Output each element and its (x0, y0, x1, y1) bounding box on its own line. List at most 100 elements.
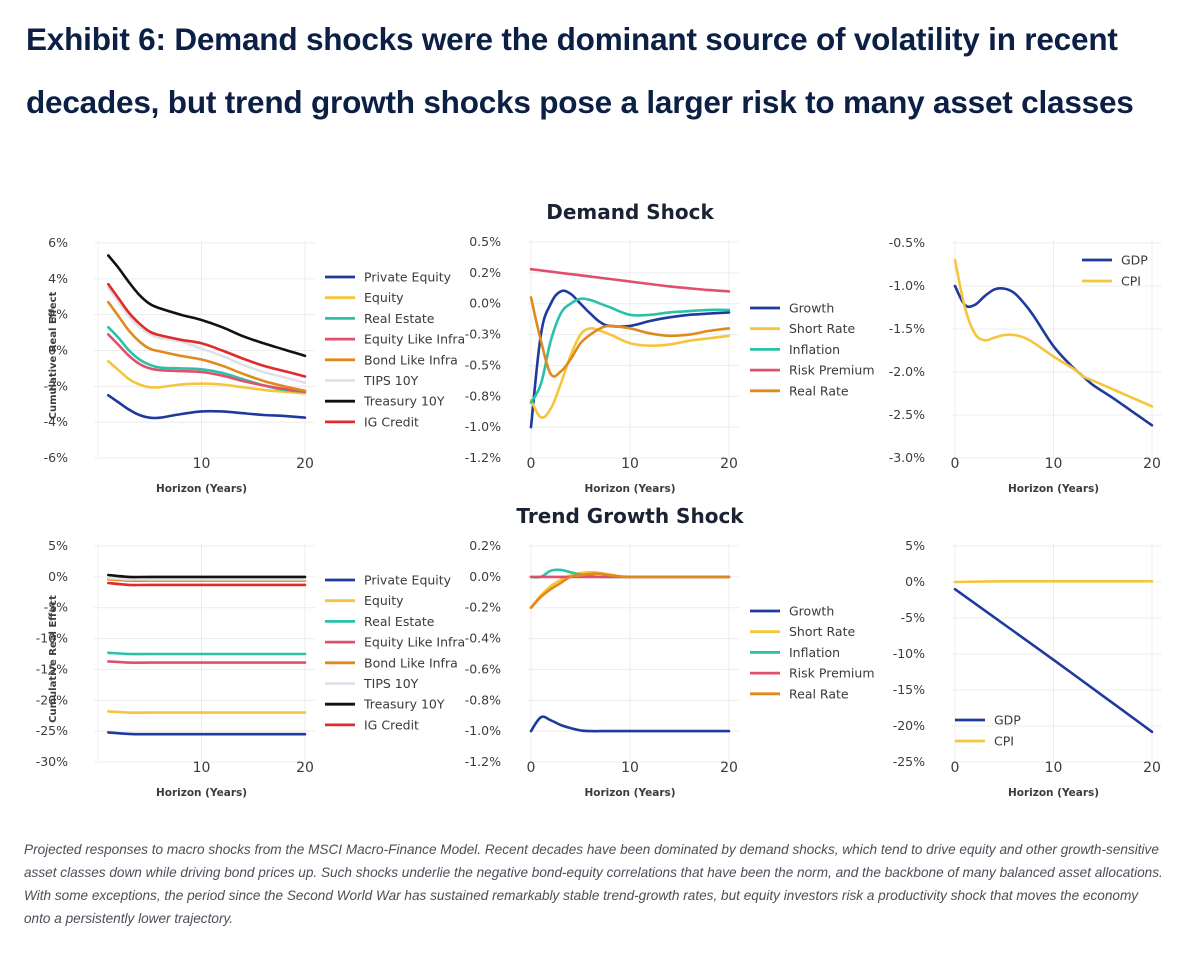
series-line-gdp (953, 587, 1154, 734)
legend-label: Equity (364, 290, 404, 305)
y-tick-label: -3.0% (889, 450, 925, 465)
x-tick-label: 20 (720, 456, 738, 472)
y-tick-label: -5% (44, 600, 68, 615)
x-tick-label: 10 (621, 456, 639, 472)
x-axis-label: Horizon (Years) (584, 483, 675, 495)
y-tick-label: 6% (48, 235, 68, 250)
series-line-risk-premium (529, 267, 731, 293)
y-tick-label: -1.0% (465, 723, 501, 738)
legend-label: Private Equity (364, 270, 452, 285)
y-tick-label: 4% (48, 271, 68, 286)
y-tick-label: 0.0% (469, 569, 501, 584)
series-line-private-equity (107, 731, 307, 736)
y-tick-label: -10% (893, 646, 925, 661)
y-tick-label: -25% (36, 723, 68, 738)
chart-demand-assets: 6% 4% 2% 0% -2% -4% -6% 10 20 Horizon (Years) Cumu… (44, 235, 466, 495)
legend: Growth Short Rate Inflation Risk Premium Rea… (750, 604, 875, 701)
y-tick-label: 0.5% (469, 234, 501, 249)
y-tick-label: -1.0% (465, 419, 501, 434)
x-axis-label: Horizon (Years) (156, 787, 247, 799)
legend: Growth Short Rate Inflation Risk Premium Rea… (750, 301, 875, 398)
y-tick-label: 0% (905, 574, 925, 589)
x-tick-label: 20 (1143, 456, 1161, 472)
series-line-gdp (953, 284, 1154, 427)
series-line-tips-10y (107, 286, 307, 385)
legend-label: GDP (1121, 253, 1148, 268)
x-tick-label: 20 (1143, 760, 1161, 776)
y-tick-label: 0.2% (469, 265, 501, 280)
series-line-ig-credit (107, 581, 307, 587)
x-tick-label: 20 (296, 760, 314, 776)
legend-label: Growth (789, 604, 834, 619)
series-line-inflation (529, 297, 731, 404)
legend-label: GDP (994, 713, 1021, 728)
legend-label: Bond Like Infra (364, 655, 458, 670)
y-tick-label: -0.5% (465, 357, 501, 372)
series-line-treasury-10y (107, 573, 307, 579)
y-tick-label: -6% (44, 450, 68, 465)
legend-label: Short Rate (789, 624, 855, 639)
legend: Private Equity Equity Real Estate Equity Li… (325, 270, 465, 429)
y-tick-label: -0.8% (465, 388, 501, 403)
row-title-demand: Demand Shock (546, 200, 714, 224)
y-axis-label: Cumulative Real Effect (48, 595, 59, 723)
legend-label: Equity Like Infra (364, 635, 465, 650)
series-line-growth (529, 715, 731, 733)
legend: GDP CPI (1082, 253, 1148, 289)
series-line-growth (529, 289, 731, 429)
y-tick-label: -1.5% (889, 321, 925, 336)
x-tick-label: 0 (951, 760, 960, 776)
x-tick-label: 20 (296, 456, 314, 472)
y-tick-label: 0% (48, 569, 68, 584)
legend-label: Real Rate (789, 383, 849, 398)
y-tick-label: -2.5% (889, 407, 925, 422)
y-tick-label: -0.6% (465, 661, 501, 676)
series-line-cpi (953, 258, 1154, 408)
legend-label: Equity (364, 593, 404, 608)
y-tick-label: -5% (901, 610, 925, 625)
legend-label: Real Rate (789, 686, 849, 701)
series-line-private-equity (107, 394, 307, 420)
legend-label: TIPS 10Y (363, 676, 419, 691)
y-tick-label: -4% (44, 414, 68, 429)
x-tick-label: 10 (1045, 456, 1063, 472)
legend-label: CPI (994, 734, 1014, 749)
y-tick-label: -0.5% (889, 235, 925, 250)
x-tick-label: 10 (193, 456, 211, 472)
series-line-real-rate (529, 572, 731, 609)
y-tick-label: -1.2% (465, 450, 501, 465)
chart-demand-macro: -0.5% -1.0% -1.5% -2.0% -2.5% -3.0% 0 10 20 Horiz… (889, 235, 1162, 495)
legend-label: Treasury 10Y (363, 394, 445, 409)
y-tick-label: -1.0% (889, 278, 925, 293)
y-axis-label: Cumulative Real Effect (48, 291, 59, 419)
x-tick-label: 10 (621, 760, 639, 776)
legend-label: TIPS 10Y (363, 373, 419, 388)
series-line-equity-like-infra (107, 660, 307, 665)
y-tick-label: -30% (36, 754, 68, 769)
x-axis-label: Horizon (Years) (1008, 483, 1099, 495)
legend-label: Short Rate (789, 321, 855, 336)
chart-demand-factors: 0.5% 0.2% 0.0% -0.3% -0.5% -0.8% -1.0% -1.2% 0 10… (465, 234, 875, 495)
chart-trend-factors: 0.2% 0.0% -0.2% -0.4% -0.6% -0.8% -1.0% -1.2% 0 1… (465, 538, 875, 799)
series-line-bond-like-infra (107, 300, 307, 393)
y-tick-label: 5% (48, 538, 68, 553)
y-tick-label: -2.0% (889, 364, 925, 379)
y-tick-label: 5% (905, 538, 925, 553)
legend-label: IG Credit (364, 414, 419, 429)
x-axis-label: Horizon (Years) (1008, 787, 1099, 799)
y-tick-label: -2% (44, 378, 68, 393)
legend: Private Equity Equity Real Estate Equity Li… (325, 573, 465, 732)
y-tick-label: -10% (36, 631, 68, 646)
y-tick-label: -0.2% (465, 600, 501, 615)
x-tick-label: 10 (193, 760, 211, 776)
y-tick-label: -20% (893, 718, 925, 733)
y-tick-label: -0.8% (465, 692, 501, 707)
series-line-real-estate (107, 651, 307, 656)
legend-label: CPI (1121, 274, 1141, 289)
x-axis-label: Horizon (Years) (156, 483, 247, 495)
series-line-ig-credit (107, 282, 307, 378)
series-line-real-rate (529, 296, 731, 378)
x-tick-label: 20 (720, 760, 738, 776)
y-tick-label: 0% (48, 343, 68, 358)
legend-label: Inflation (789, 645, 840, 660)
